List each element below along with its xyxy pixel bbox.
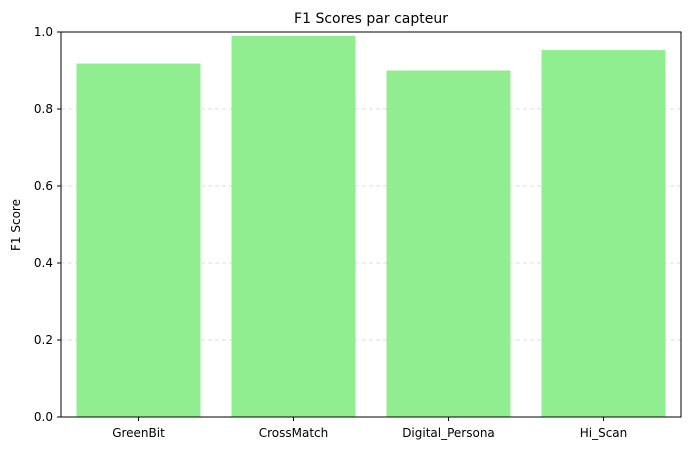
y-tick-label: 0.8 xyxy=(34,102,53,116)
bars xyxy=(76,35,666,417)
chart-title: F1 Scores par capteur xyxy=(294,11,448,27)
axes: GreenBit CrossMatch Digital_Persona Hi_Scan… xyxy=(34,25,682,440)
x-tick-label: CrossMatch xyxy=(259,426,329,440)
x-tick-label: GreenBit xyxy=(112,426,165,440)
y-axis-title: F1 Score xyxy=(9,199,23,251)
y-tick-label: 1.0 xyxy=(34,25,53,39)
bar-crossmatch xyxy=(231,35,356,417)
y-tick-label: 0.2 xyxy=(34,333,53,347)
bar-greenbit xyxy=(76,63,201,417)
bar-digital-persona xyxy=(386,70,511,417)
y-grid xyxy=(61,108,681,341)
x-tick-label: Hi_Scan xyxy=(580,426,628,440)
bar-hi-scan xyxy=(541,50,666,417)
x-tick-label: Digital_Persona xyxy=(402,426,495,440)
y-tick-label: 0.0 xyxy=(34,410,53,424)
y-tick-label: 0.4 xyxy=(34,256,53,270)
y-tick-label: 0.6 xyxy=(34,179,53,193)
plot-frame xyxy=(60,31,682,418)
